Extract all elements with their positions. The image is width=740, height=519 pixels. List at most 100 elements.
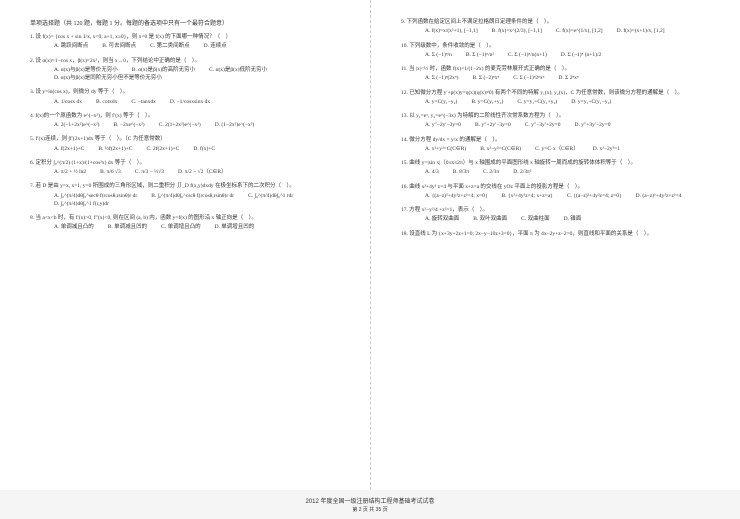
question-stem: 17. 方程 x²−y²/4 +z²=1，表示（ ）。 [411, 206, 720, 214]
option: A. 旋转双曲面 [425, 215, 459, 223]
option: C. 单调增且凸的 [161, 223, 200, 231]
option: D. Σ (−1)ⁿ (n+1)/2 [561, 51, 601, 59]
question-stem: 10. 下列级数中，条件收敛的是（ ）。 [411, 42, 720, 50]
question-stem: 11. 当 |x|<½ 时，函数 f(x)=1/(1−2x) 的麦克劳林展开式正… [411, 65, 720, 73]
option: D. Σ 2ⁿxⁿ [558, 74, 578, 82]
option: A. ∫₀^(π/4)dθ∫₀^secθ f(rcosθ,rsinθ)r dr [54, 192, 137, 200]
exam-page: 单项选择题（共 120 题，每题 1 分。每题的备选项中只有一个最符合题意） 1… [0, 0, 740, 490]
option: D. (a−z)²+4y²z+z²=4 [636, 192, 682, 200]
option: D. x²−2y²=1 [593, 145, 620, 153]
footer-pagination: 第 2 页 共 35 页 [0, 506, 740, 513]
option: C. 双曲柱面 [521, 215, 549, 223]
question-options: A. f(x)=x/(x²+1), [−1,1] B. f(x)=x^(2/3),… [411, 27, 720, 35]
option: B. 单调减且凹的 [108, 223, 147, 231]
option: B. −2xe^(−x²) [113, 121, 144, 129]
option: C. ∫₀^(π/4)dθ∫₀^1 rdr [248, 192, 293, 200]
option: B. f(x)=x^(2/3), [−1,1] [492, 27, 542, 35]
option: B. α(x)是β(x)的高阶无穷小 [132, 66, 195, 74]
question: 12. 已知微分方程 y′+p(x)y=q(x)(q(x)≠0) 有两个不同的特… [401, 89, 720, 107]
option: C. Σ (−1)ⁿ2ⁿxⁿ [513, 74, 544, 82]
question: 11. 当 |x|<½ 时，函数 f(x)=1/(1−2x) 的麦克劳林展开式正… [401, 65, 720, 83]
option: B. ∫₀^(π/4)dθ∫₀^cscθ f(rcosθ,rsinθ)r dr [151, 192, 234, 200]
option: A. y″−2y′−3y=0 [425, 121, 461, 129]
option: C. y=y₁+C(y₁+y₂) [517, 98, 557, 106]
question-stem: 15. 曲线 y=|sin x|（0≤x≤2π）与 x 轴围成的平面图形绕 x … [411, 159, 720, 167]
option: A. f(2x+1)+C [54, 145, 84, 153]
option: B. 双叶双曲面 [473, 215, 507, 223]
question-stem: 5. f′(x)连续，则 ∫f′(2x+1)dx 等于（ ）。（C 为任意常数） [40, 135, 350, 143]
question-options: A. π/2 + ½ ln2B. π/6 √3C. π/3 − ½√3D. π/… [40, 168, 350, 176]
option: C. 第二类间断点 [150, 42, 189, 50]
option: A. π/2 + ½ ln2 [54, 168, 86, 176]
question: 9. 下列函数在给定区间上不满足拉格朗日定理条件的是（ ）。A. f(x)=x/… [401, 18, 720, 36]
option: A. 1/cosx dx [54, 98, 82, 106]
question: 8. 当 a<x<b 时，有 f′(x)>0, f″(x)<0, 则在区间 (a… [30, 214, 350, 232]
question-stem: 14. 微分方程 dy/dx = y/x 的通解是（ ）。 [411, 136, 720, 144]
option: B. Σ (−1)ⁿ/n² [466, 51, 494, 59]
option: D. (1−2x²)e^(−x²) [215, 121, 255, 129]
option: D. π/2 − √2（C∈R） [178, 168, 227, 176]
option: D. y″+3y′−2y=0 [574, 121, 610, 129]
option: D. f(x)=(x+1)/x, [1,2] [617, 27, 665, 35]
option: C. Σ (−1)ⁿ/n(n+1) [508, 51, 547, 59]
question: 18. 设直线 L 为 {x+3y+2z+1=0; 2x−y−10z+3=0}，… [401, 230, 720, 238]
question-stem: 16. 曲线 x²+4y² z=4 与平面 x+z=a 的交线在 yOz 平面上… [411, 183, 720, 191]
question-options: A. 跳跃间断点B. 可去间断点C. 第二类间断点D. 连续点 [40, 42, 350, 50]
left-column: 单项选择题（共 120 题，每题 1 分。每题的备选项中只有一个最符合题意） 1… [0, 0, 370, 490]
option: C. 2(1+2x²)e^(−x²) [159, 121, 201, 129]
section-header: 单项选择题（共 120 题，每题 1 分。每题的备选项中只有一个最符合题意） [30, 18, 350, 27]
option: D. y=y₁+C(y₁−y₂) [571, 98, 611, 106]
question-options: A. Σ (−1)ⁿ/n B. Σ (−1)ⁿ/n² C. Σ (−1)ⁿ/n(n+… [411, 51, 720, 59]
footer-title: 2012 年度全国一级注册结构工程师基础考试试卷 [0, 496, 740, 505]
question-options: A. x²+y²=C(C∈R)B. x²−y²=C(C∈R)C. y=C·x（C… [411, 145, 720, 153]
option: D. α(x)与β(x)是同阶无穷小但不是等价无穷小 [54, 74, 162, 82]
question: 16. 曲线 x²+4y² z=4 与平面 x+z=a 的交线在 yOz 平面上… [401, 183, 720, 201]
question: 2. 设 α(x)=1−cos x，β(x)=2x²，则当 x→0，下列结论中正… [30, 57, 350, 83]
question-stem: 13. 以 y₁=eˣ, y₂=e^(−3x) 为特解的二阶线性齐次常系数方程为… [411, 112, 720, 120]
option: A. α(x)与β(x)是等价无穷小 [54, 66, 118, 74]
question-stem: 4. f(x)的一个原函数为 e^(−x²)，则 f′(x) 等于（ ）。 [40, 112, 350, 120]
option: D. ∫₀^(π/4)dθ∫₀^1 f(r,y)dr [54, 200, 109, 208]
option: C. {(a−z)²+4y²z=4; z=0} [567, 192, 622, 200]
question-options: A. ∫₀^(π/4)dθ∫₀^secθ f(rcosθ,rsinθ)r dr B… [40, 192, 350, 209]
question: 7. 若 D 是由 y=x, x=1, y=0 所围成的三角形区域，则二重积分 … [30, 182, 350, 208]
option: B. y=C(y₁+y₂) [471, 98, 503, 106]
option: C. 2/3π [483, 168, 499, 176]
question: 15. 曲线 y=|sin x|（0≤x≤2π）与 x 轴围成的平面图形绕 x … [401, 159, 720, 177]
question: 6. 定积分 ∫₀^(π/2) (1+x)/(1+cos²x) dx 等于（ ）… [30, 159, 350, 177]
option: C. y″−3y′+2y=0 [525, 121, 561, 129]
question-stem: 12. 已知微分方程 y′+p(x)y=q(x)(q(x)≠0) 有两个不同的特… [411, 89, 720, 97]
option: C. 2f(2x+1)+C [147, 145, 180, 153]
question: 10. 下列级数中，条件收敛的是（ ）。A. Σ (−1)ⁿ/n B. Σ (−1… [401, 42, 720, 60]
question: 13. 以 y₁=eˣ, y₂=e^(−3x) 为特解的二阶线性齐次常系数方程为… [401, 112, 720, 130]
question-stem: 6. 定积分 ∫₀^(π/2) (1+x)/(1+cos²x) dx 等于（ ）… [40, 159, 350, 167]
option: D. 锥面 [564, 215, 582, 223]
option: C. −tanxdx [131, 98, 156, 106]
question: 5. f′(x)连续，则 ∫f′(2x+1)dx 等于（ ）。（C 为任意常数）… [30, 135, 350, 153]
option: C. y=C·x（C∈R） [535, 145, 579, 153]
question-options: A. 2(−1+2x²)e^(−x²) B. −2xe^(−x²) C. 2(1+2… [40, 121, 350, 129]
option: C. α(x)是β(x)低阶无穷小 [209, 66, 267, 74]
question-options: A. 4/3B. 8/3πC. 2/3πD. 2/3π² [411, 168, 720, 176]
question-options: A. 旋转双曲面 B. 双叶双曲面 C. 双曲柱面 D. 锥面 [411, 215, 720, 223]
option: D. 连续点 [204, 42, 227, 50]
option: B. y″+2y′−3y=0 [475, 121, 511, 129]
question: 17. 方程 x²−y²/4 +z²=1，表示（ ）。A. 旋转双曲面 B. 双叶… [401, 206, 720, 224]
question-options: A. α(x)与β(x)是等价无穷小 B. α(x)是β(x)的高阶无穷小 C. α… [40, 66, 350, 83]
question-options: A. {(a−z)²+4y²z+z²=4; x=0}B. {x²+4y²z=4;… [411, 192, 720, 200]
option: A. f(x)=x/(x²+1), [−1,1] [425, 27, 478, 35]
option: A. {(a−z)²+4y²z+z²=4; x=0} [425, 192, 488, 200]
option: A. Σ (−1)ⁿ/n [425, 51, 452, 59]
question-options: A. y″−2y′−3y=0 B. y″+2y′−3y=0 C. y″−3y′+2y… [411, 121, 720, 129]
option: A. 4/3 [425, 168, 439, 176]
question-options: A. 1/cosx dxB. cotxdxC. −tanxdxD. −1/cos… [40, 98, 350, 106]
option: C. f(x)=e^(1/x), [1,2] [556, 27, 603, 35]
question-stem: 8. 当 a<x<b 时，有 f′(x)>0, f″(x)<0, 则在区间 (a… [40, 214, 350, 222]
question-stem: 1. 设 f(x)= {cos x + sin 1/x, x<0; a+1, x… [40, 33, 350, 41]
question-stem: 2. 设 α(x)=1−cos x，β(x)=2x²，则当 x→0，下列结论中正… [40, 57, 350, 65]
option: B. Σ (−2)ⁿxⁿ [472, 74, 499, 82]
option: B. cotxdx [96, 98, 117, 106]
option: A. 2(−1+2x²)e^(−x²) [54, 121, 99, 129]
question-options: A. Σ (−1)ⁿ(2xⁿ)B. Σ (−2)ⁿxⁿC. Σ (−1)ⁿ2ⁿx… [411, 74, 720, 82]
question: 3. 设 y=ln(cos x)，则微分 dy 等于（ ）。A. 1/cosx … [30, 88, 350, 106]
